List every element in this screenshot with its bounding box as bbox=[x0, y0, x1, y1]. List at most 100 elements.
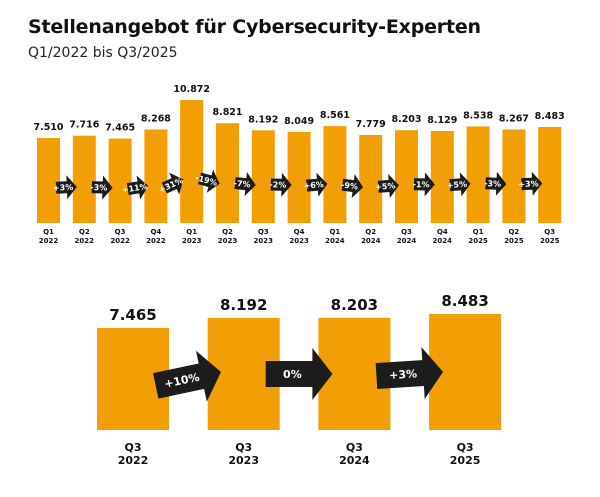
category-label: 2023 bbox=[182, 237, 202, 245]
value-label: 7.779 bbox=[356, 119, 386, 130]
bar bbox=[538, 127, 562, 223]
bar bbox=[359, 134, 383, 223]
change-label: +3% bbox=[389, 367, 418, 382]
bar bbox=[251, 130, 275, 223]
change-arrow: +3% bbox=[375, 347, 444, 400]
category-label: 2024 bbox=[361, 237, 381, 245]
category-label: Q3 bbox=[258, 228, 269, 236]
category-label: Q3 bbox=[457, 441, 474, 454]
bar bbox=[108, 138, 132, 223]
arrow-icon bbox=[485, 171, 507, 196]
arrow-icon bbox=[449, 172, 471, 197]
value-label: 7.716 bbox=[69, 120, 99, 131]
bar bbox=[395, 130, 418, 223]
value-label: 8.267 bbox=[499, 113, 529, 124]
change-label: +3% bbox=[53, 183, 74, 193]
value-label: 7.465 bbox=[105, 123, 135, 134]
value-label: 8.483 bbox=[441, 292, 488, 310]
category-label: 2025 bbox=[468, 237, 488, 245]
value-label: 8.821 bbox=[212, 107, 242, 118]
value-label: 10.872 bbox=[173, 84, 210, 95]
change-label: -1% bbox=[413, 180, 430, 189]
category-label: 2022 bbox=[110, 237, 130, 245]
bar bbox=[216, 123, 239, 223]
value-label: 8.192 bbox=[248, 114, 278, 125]
arrow-icon bbox=[161, 172, 184, 195]
category-label: 2022 bbox=[146, 237, 166, 245]
category-label: Q2 bbox=[222, 228, 233, 236]
arrow-icon bbox=[55, 175, 77, 200]
bar bbox=[180, 100, 204, 223]
change-label: -3% bbox=[484, 179, 501, 189]
category-label: 2022 bbox=[39, 237, 59, 245]
arrow-icon bbox=[197, 169, 220, 193]
arrow-icon bbox=[377, 174, 399, 198]
change-label: +5% bbox=[446, 180, 467, 190]
change-label: 0% bbox=[283, 368, 302, 381]
category-label: Q3 bbox=[124, 441, 141, 454]
arrow-icon bbox=[126, 175, 149, 200]
arrow-icon bbox=[234, 172, 256, 197]
value-label: 7.465 bbox=[109, 306, 156, 324]
category-label: Q4 bbox=[294, 228, 305, 236]
arrow-icon bbox=[306, 172, 328, 197]
change-label: -3% bbox=[90, 183, 107, 193]
change-arrow: +6% bbox=[303, 172, 328, 197]
change-arrow: -2% bbox=[269, 172, 292, 197]
change-arrow: +3% bbox=[518, 171, 543, 196]
category-label: 2024 bbox=[339, 454, 370, 467]
category-label: Q3 bbox=[115, 228, 126, 236]
change-arrow: -3% bbox=[90, 175, 113, 200]
category-label: Q2 bbox=[79, 228, 90, 236]
value-label: 8.538 bbox=[463, 110, 493, 121]
value-label: 8.483 bbox=[535, 111, 565, 122]
change-arrow: +10% bbox=[153, 350, 221, 402]
category-label: Q3 bbox=[346, 441, 363, 454]
change-label: -9% bbox=[341, 180, 359, 191]
change-label: +5% bbox=[375, 181, 396, 191]
category-label: Q3 bbox=[544, 228, 555, 236]
category-label: Q1 bbox=[186, 228, 197, 236]
value-label: 8.192 bbox=[220, 296, 267, 314]
arrow-icon bbox=[375, 347, 444, 400]
category-label: 2023 bbox=[228, 454, 259, 467]
value-label: 8.203 bbox=[331, 296, 378, 314]
arrow-icon bbox=[413, 172, 435, 197]
category-label: Q2 bbox=[508, 228, 519, 236]
change-arrow: -1% bbox=[413, 172, 435, 197]
arrow-icon bbox=[265, 347, 333, 400]
arrow-icon bbox=[521, 171, 543, 196]
change-arrow: +5% bbox=[375, 174, 399, 198]
category-label: Q3 bbox=[235, 441, 252, 454]
value-label: 8.203 bbox=[391, 114, 421, 125]
category-label: 2025 bbox=[540, 237, 560, 245]
change-arrow: -9% bbox=[341, 174, 364, 198]
value-label: 8.049 bbox=[284, 116, 314, 127]
arrow-icon bbox=[341, 174, 364, 198]
bar bbox=[144, 129, 168, 223]
chart-subtitle: Q1/2022 bis Q3/2025 bbox=[28, 45, 178, 61]
category-label: 2024 bbox=[397, 237, 417, 245]
change-arrow: +5% bbox=[446, 172, 471, 197]
change-arrow: 0% bbox=[265, 347, 333, 400]
category-label: Q1 bbox=[329, 228, 340, 236]
category-label: 2025 bbox=[504, 237, 524, 245]
arrow-icon bbox=[91, 175, 113, 200]
category-label: 2023 bbox=[218, 237, 238, 245]
value-label: 8.129 bbox=[427, 115, 457, 126]
category-label: 2024 bbox=[325, 237, 345, 245]
bar bbox=[323, 126, 347, 223]
change-label: +6% bbox=[303, 180, 324, 191]
bar bbox=[430, 131, 454, 223]
category-label: Q1 bbox=[473, 228, 484, 236]
change-arrow: +3% bbox=[53, 175, 77, 200]
category-label: 2022 bbox=[75, 237, 95, 245]
bar bbox=[37, 138, 60, 223]
change-label: +3% bbox=[518, 179, 539, 189]
change-arrow: -3% bbox=[484, 171, 507, 196]
category-label: 2024 bbox=[433, 237, 453, 245]
bar bbox=[502, 129, 526, 223]
value-label: 7.510 bbox=[33, 122, 63, 133]
